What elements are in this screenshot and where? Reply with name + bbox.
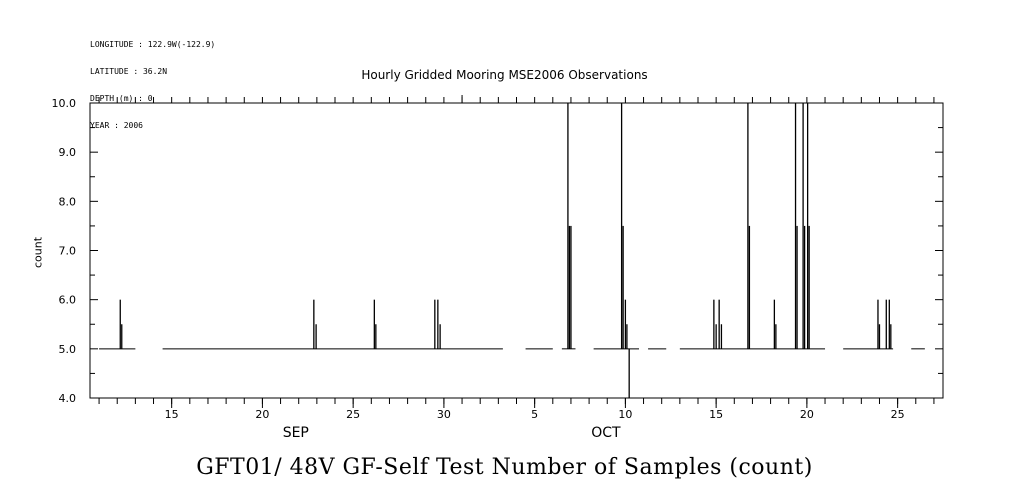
meta-depth: DEPTH (m) : 0 bbox=[90, 94, 153, 103]
y-tick-label: 10.0 bbox=[52, 97, 77, 110]
x-tick-label: 25 bbox=[891, 408, 905, 421]
x-tick-labels: 15 20 25 30 5 10 15 20 25 bbox=[165, 408, 905, 421]
plot-frame bbox=[89, 102, 944, 399]
x-tick-label: 30 bbox=[437, 408, 451, 421]
x-tick-label: 15 bbox=[165, 408, 179, 421]
x-tick-label: 10 bbox=[618, 408, 632, 421]
month-label: OCT bbox=[591, 425, 621, 441]
x-tick-label: 20 bbox=[255, 408, 269, 421]
chart-caption: GFT01/ 48V GF-Self Test Number of Sample… bbox=[196, 455, 813, 480]
y-tick-label: 6.0 bbox=[59, 294, 77, 307]
meta-longitude: LONGITUDE : 122.9W(-122.9) bbox=[90, 40, 216, 49]
y-tick-label: 8.0 bbox=[59, 195, 77, 208]
month-label: SEP bbox=[282, 425, 309, 441]
y-tick-label: 7.0 bbox=[59, 245, 77, 258]
y-tick-label: 5.0 bbox=[59, 343, 77, 356]
chart-title: Hourly Gridded Mooring MSE2006 Observati… bbox=[361, 68, 648, 82]
meta-latitude: LATITUDE : 36.2N bbox=[90, 67, 168, 76]
y-tick-label: 9.0 bbox=[59, 146, 77, 159]
metadata-block: LONGITUDE : 122.9W(-122.9) LATITUDE : 36… bbox=[90, 22, 215, 139]
x-tick-label: 15 bbox=[709, 408, 723, 421]
meta-year: YEAR : 2006 bbox=[90, 121, 143, 130]
x-tick-label: 5 bbox=[531, 408, 538, 421]
data-series bbox=[99, 103, 925, 398]
axis-ticks bbox=[90, 95, 943, 408]
x-tick-label: 25 bbox=[346, 408, 360, 421]
y-tick-labels: 4.0 5.0 6.0 7.0 8.0 9.0 10.0 bbox=[52, 97, 77, 405]
x-tick-label: 20 bbox=[800, 408, 814, 421]
y-tick-label: 4.0 bbox=[59, 392, 77, 405]
